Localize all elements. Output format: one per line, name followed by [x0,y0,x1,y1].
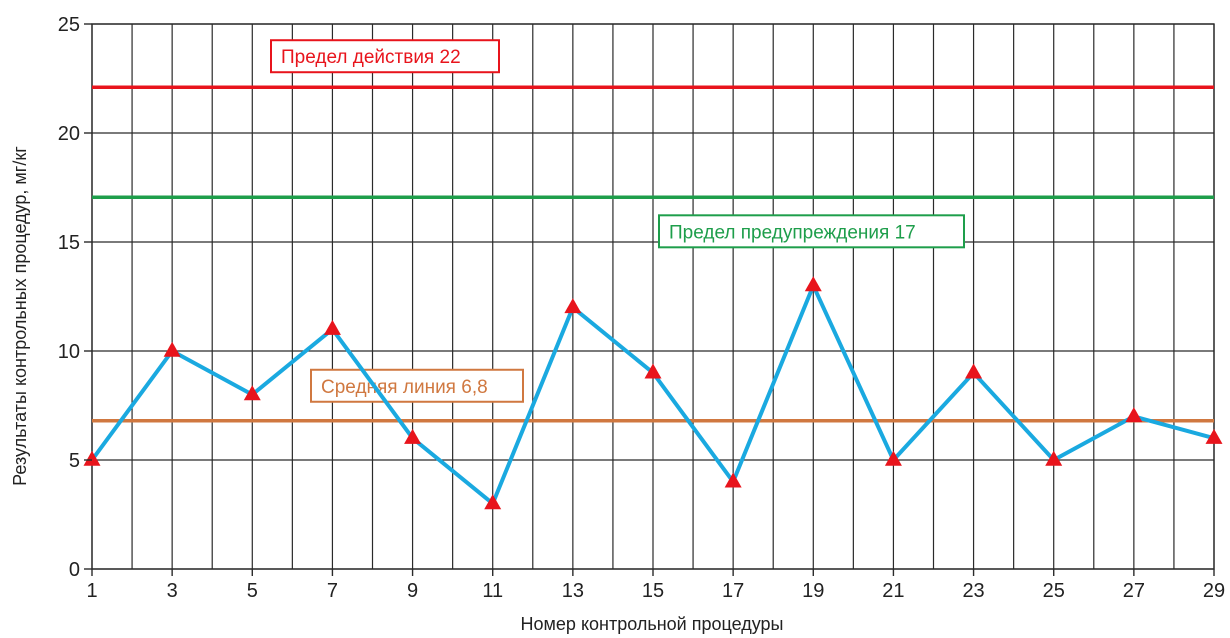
y-tick-label: 25 [58,14,80,36]
data-series [83,276,1223,510]
x-tick-label: 23 [962,580,984,602]
data-point-marker [1205,428,1223,444]
data-point-marker [965,363,983,379]
x-tick-label: 13 [562,580,584,602]
x-tick-label: 25 [1043,580,1065,602]
data-point-marker [404,428,422,444]
data-point-marker [804,276,822,292]
reference-label: Средняя линия 6,8 [321,377,488,398]
reference-label-box [310,368,524,403]
x-axis-label: Номер контрольной процедуры [521,614,784,634]
reference-lines: Предел действия 22 Предел предупреждения … [92,39,1214,423]
reference-label: Предел предупреждения 17 [669,222,916,243]
x-tick-label: 3 [167,580,178,602]
x-tick-label: 1 [86,580,97,602]
data-point-marker [1125,407,1143,423]
x-tick-label: 21 [882,580,904,602]
x-tick-label: 19 [802,580,824,602]
data-point-marker [564,298,582,314]
data-point-marker [484,494,502,510]
x-tick-label: 11 [482,580,503,602]
y-tick-label: 0 [69,559,80,581]
x-tick-label: 15 [642,580,664,602]
data-point-marker [163,341,181,357]
data-point-marker [323,319,341,335]
x-tick-label: 5 [247,580,258,602]
x-tick-label: 27 [1123,580,1145,602]
data-point-marker [83,450,101,466]
data-point-marker [243,385,261,401]
reference-label: Предел действия 22 [281,47,461,68]
x-tick-label: 9 [407,580,418,602]
y-tick-label: 20 [58,123,80,145]
data-point-marker [724,472,742,488]
x-tick-label: 17 [722,580,744,602]
data-point-marker [644,363,662,379]
y-tick-label: 5 [69,450,80,472]
grid [91,23,1215,570]
data-point-marker [1045,450,1063,466]
y-tick-label: 10 [58,341,80,363]
y-axis-label: Результаты контрольных процедур, мг/кг [10,146,30,486]
reference-label-box [658,214,965,249]
data-point-marker [884,450,902,466]
y-tick-label: 15 [58,232,80,254]
reference-label-box [270,39,500,74]
x-tick-label: 7 [327,580,338,602]
x-tick-label: 29 [1203,580,1225,602]
